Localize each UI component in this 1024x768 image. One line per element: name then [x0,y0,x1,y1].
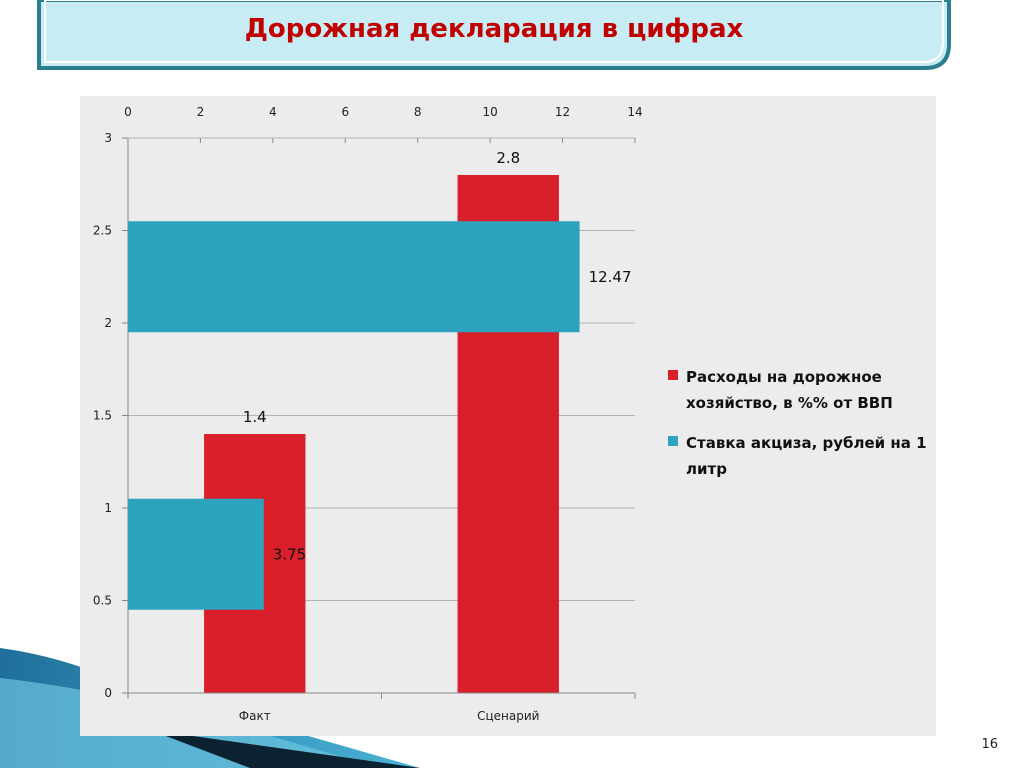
legend-swatch-red [668,370,678,380]
data-label-horizontal: 3.75 [273,545,306,563]
x-category-label: Сценарий [477,709,539,723]
legend-item-spending: Расходы на дорожное хозяйство, в %% от В… [668,364,930,416]
x-top-tick-label: 6 [341,105,349,119]
y-tick-label: 2.5 [93,224,112,238]
chart-legend: Расходы на дорожное хозяйство, в %% от В… [668,364,930,496]
legend-swatch-teal [668,436,678,446]
x-top-tick-label: 0 [124,105,132,119]
x-top-tick-label: 8 [414,105,422,119]
page-number: 16 [981,737,998,752]
y-tick-label: 1 [104,501,112,515]
x-top-tick-label: 14 [627,105,642,119]
y-tick-label: 3 [104,131,112,145]
legend-label-excise: Ставка акциза, рублей на 1 литр [686,434,927,478]
data-label-horizontal: 12.47 [589,268,632,286]
y-tick-label: 0 [104,686,112,700]
y-tick-label: 1.5 [93,409,112,423]
bar-horizontal [128,498,264,610]
x-top-tick-label: 2 [197,105,205,119]
title-banner-shape [37,0,951,70]
chart-panel: 0 0.5 1 1.5 2 2.5 3 0 2 4 6 8 10 12 14 Факт Сценарий 1.4 2… [80,96,936,736]
data-label-vertical: 2.8 [496,149,520,167]
legend-label-spending: Расходы на дорожное хозяйство, в %% от В… [686,368,893,412]
x-category-label: Факт [239,709,271,723]
title-banner: Дорожная декларация в цифрах [33,0,955,72]
y-tick-label: 0.5 [93,594,112,608]
y-tick-label: 2 [104,316,112,330]
bar-horizontal [128,221,580,333]
x-top-tick-label: 10 [483,105,498,119]
slide-title: Дорожная декларация в цифрах [244,14,744,44]
data-label-vertical: 1.4 [243,408,267,426]
x-top-tick-label: 4 [269,105,277,119]
legend-item-excise: Ставка акциза, рублей на 1 литр [668,430,930,482]
x-top-tick-label: 12 [555,105,570,119]
